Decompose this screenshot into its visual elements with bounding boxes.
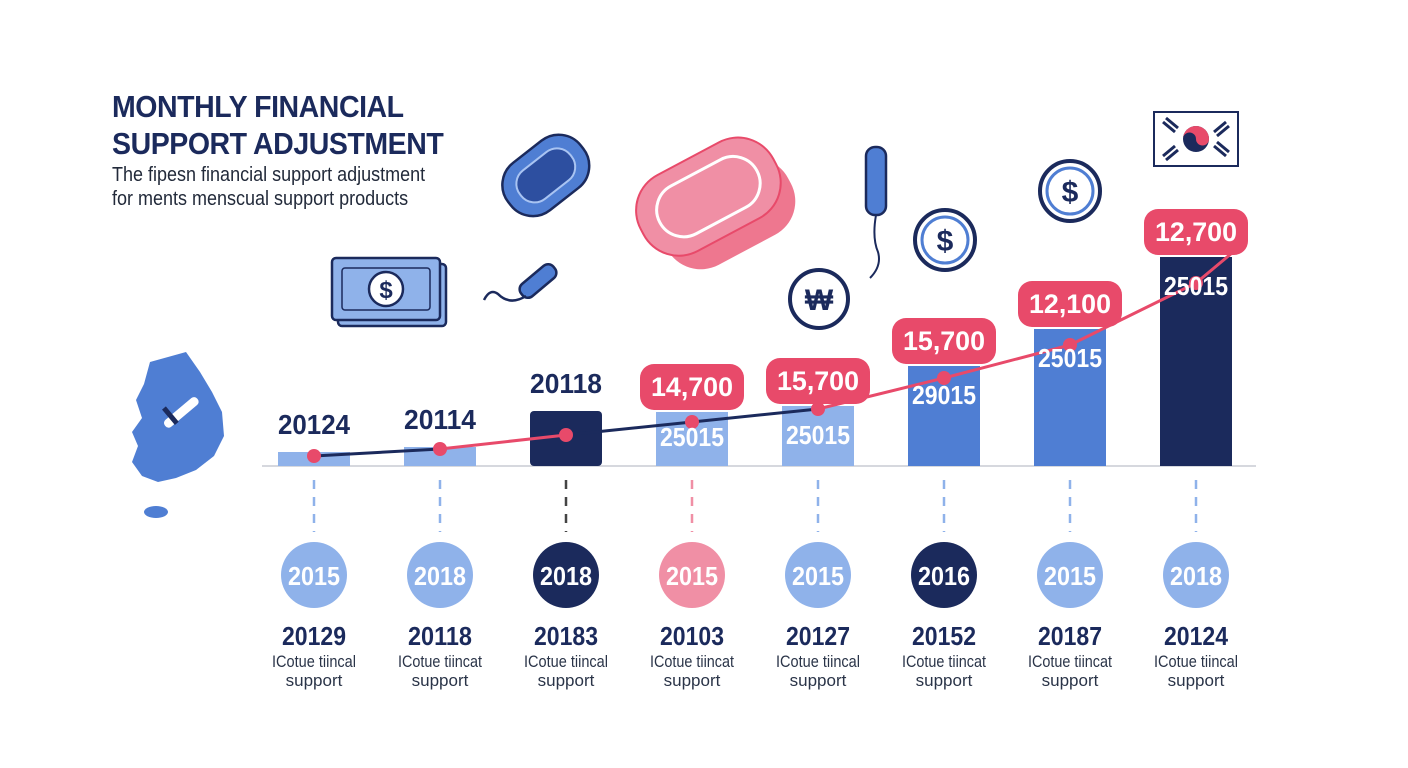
bar-label-6: 29015: [912, 380, 976, 410]
trend-segment-2: [439, 433, 567, 451]
bar-8: [1160, 257, 1232, 466]
bottom-value-2: 20118: [408, 621, 472, 651]
year-circle-label-5: 2015: [792, 561, 844, 591]
year-circle-label-1: 2015: [288, 561, 340, 591]
tampon-icon: [482, 262, 558, 302]
bottom-caption-line2-3: support: [538, 671, 595, 690]
trend-point-5: [811, 402, 825, 416]
subtitle-line-1: The fipesn financial support adjustment: [112, 164, 426, 186]
trend-segment-4: [691, 407, 819, 424]
value-badge-5: [766, 358, 870, 404]
bar-label-8: 25015: [1164, 271, 1228, 301]
bar-label-4: 25015: [660, 422, 724, 452]
won-coin-icon: ₩: [788, 268, 850, 330]
dollar-coin-icon-2: $: [1038, 159, 1102, 223]
year-circle-7: [1037, 542, 1103, 608]
bar-label-5: 25015: [786, 420, 850, 450]
year-circle-label-4: 2015: [666, 561, 718, 591]
year-circle-1: [281, 542, 347, 608]
value-badge-7: [1018, 281, 1122, 327]
dollar-coin-icon: $: [913, 208, 977, 272]
bottom-value-3: 20183: [534, 621, 598, 651]
bottom-caption-line1-5: ICotue tiincal: [776, 652, 860, 671]
dollar-symbol-1: $: [937, 225, 954, 258]
bottom-caption-line2-6: support: [916, 671, 973, 690]
bottom-caption-line1-7: ICotue tiincat: [1028, 652, 1112, 671]
won-symbol: ₩: [805, 284, 834, 317]
value-badge-4: [640, 364, 744, 410]
year-circle-5: [785, 542, 851, 608]
page-subtitle: The fipesn financial support adjustment …: [112, 163, 425, 211]
trend-segment-end: [1195, 251, 1233, 285]
trend-point-2: [433, 442, 447, 456]
trend-point-4: [685, 415, 699, 429]
trend-point-3: [559, 428, 573, 442]
bottom-value-8: 20124: [1164, 621, 1228, 651]
tampon-vertical-icon: [864, 145, 888, 279]
korea-map-icon: [132, 352, 224, 518]
bottom-caption-line2-1: support: [286, 671, 343, 690]
bottom-value-4: 20103: [660, 621, 724, 651]
bottom-value-1: 20129: [282, 621, 346, 651]
year-circle-label-7: 2015: [1044, 561, 1096, 591]
bottom-value-6: 20152: [912, 621, 976, 651]
bar-label-7: 25015: [1038, 343, 1102, 373]
year-circle-4: [659, 542, 725, 608]
banknote-dollar-symbol: $: [379, 277, 393, 304]
bottom-caption-line1-6: ICotue tiincat: [902, 652, 986, 671]
bottom-value-5: 20127: [786, 621, 850, 651]
badge-label-4: 14,700: [651, 372, 733, 402]
trend-point-8: [1189, 276, 1203, 290]
year-circle-label-8: 2018: [1170, 561, 1222, 591]
year-circle-2: [407, 542, 473, 608]
bottom-caption-line1-1: ICotue tiincal: [272, 652, 356, 671]
badge-label-5: 15,700: [777, 366, 859, 396]
sanitary-pad-blue-icon: [501, 133, 591, 218]
bottom-caption-line1-8: ICotue tiincal: [1154, 652, 1238, 671]
bottom-caption-line2-7: support: [1042, 671, 1099, 690]
bottom-caption-line2-4: support: [664, 671, 721, 690]
sanitary-pad-pink-icon: [635, 136, 796, 270]
bottom-caption-line2-2: support: [412, 671, 469, 690]
labels-layer: 20124 20114 20118 14,700 25015 15,700 25015 15,…: [278, 209, 1248, 452]
bottom-caption-line1-4: ICotue tiincat: [650, 652, 734, 671]
bottom-caption-line2-8: support: [1168, 671, 1225, 690]
page-title: MONTHLY FINANCIAL SUPPORT ADJUSTMENT: [112, 88, 444, 162]
title-line-1: MONTHLY FINANCIAL: [112, 89, 404, 124]
trend-segment-1: [313, 447, 441, 458]
trend-point-6: [937, 371, 951, 385]
year-circle-6: [911, 542, 977, 608]
bottom-caption-line2-5: support: [790, 671, 847, 690]
subtitle-line-2: for ments menscual support products: [112, 188, 409, 210]
badge-label-6: 15,700: [903, 326, 985, 356]
year-circle-label-6: 2016: [918, 561, 970, 591]
value-badge-6: [892, 318, 996, 364]
trend-segment-6: [943, 343, 1071, 380]
year-circle-label-2: 2018: [414, 561, 466, 591]
badge-label-7: 12,100: [1029, 289, 1111, 319]
title-line-2: SUPPORT ADJUSTMENT: [112, 126, 444, 161]
trend-segment-7: [1069, 281, 1197, 347]
trend-segment-3: [565, 420, 693, 437]
korea-flag-icon: [1153, 111, 1239, 167]
top-label-1: 20124: [278, 409, 350, 440]
bottom-caption-line1-3: ICotue tiincal: [524, 652, 608, 671]
year-circle-label-3: 2018: [540, 561, 592, 591]
bottom-value-7: 20187: [1038, 621, 1102, 651]
year-circle-8: [1163, 542, 1229, 608]
top-label-2: 20114: [404, 404, 476, 435]
bottom-caption-line1-2: ICotue tiincat: [398, 652, 482, 671]
trend-point-1: [307, 449, 321, 463]
value-badge-8: [1144, 209, 1248, 255]
badge-label-8: 12,700: [1155, 217, 1237, 247]
bar-2: [404, 447, 476, 466]
trend-point-7: [1063, 338, 1077, 352]
dollar-symbol-2: $: [1062, 176, 1079, 209]
banknote-icon: $: [330, 256, 448, 328]
top-label-3: 20118: [530, 368, 602, 399]
year-circle-3: [533, 542, 599, 608]
